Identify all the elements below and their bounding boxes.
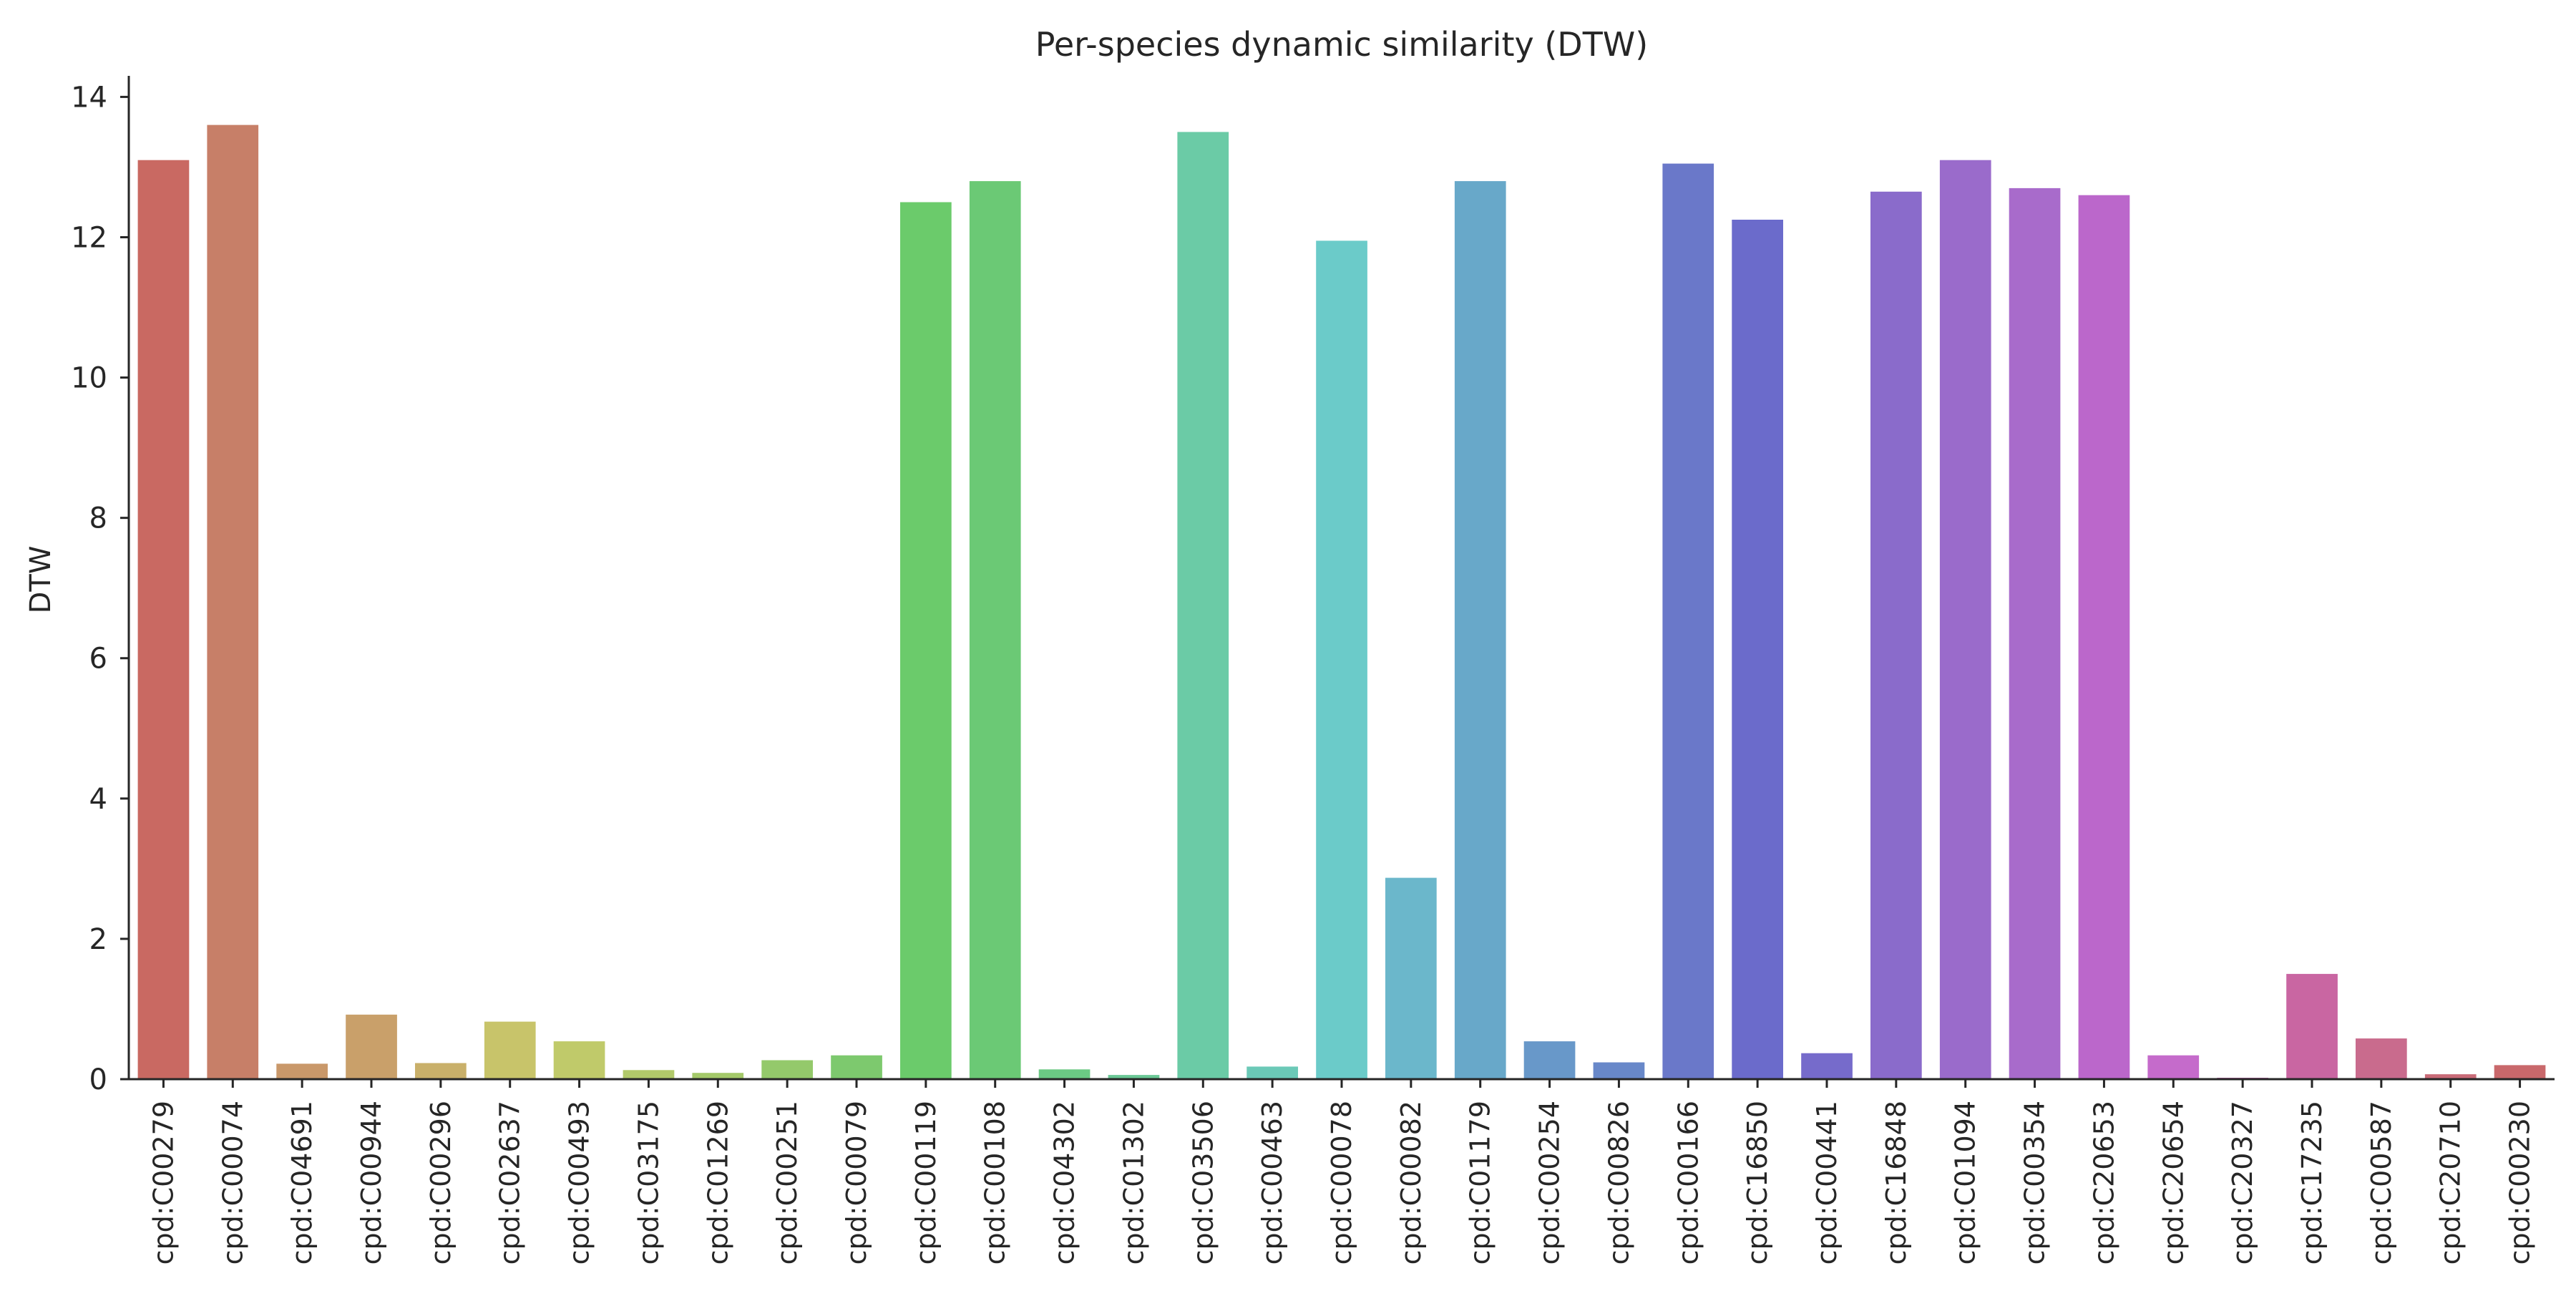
bar-cpd-c03506 <box>1177 132 1229 1079</box>
bar-cpd-c01179 <box>1454 181 1506 1080</box>
bar-cpd-c00166 <box>1662 163 1714 1080</box>
x-tick-label: cpd:C00296 <box>425 1101 457 1265</box>
x-tick-label: cpd:C01094 <box>1950 1101 1981 1265</box>
bar-cpd-c00296 <box>415 1063 467 1079</box>
x-axis: cpd:C00279 cpd:C00074 cpd:C04691 cpd:C00944… <box>147 1079 2536 1265</box>
bar-cpd-c20710 <box>2424 1074 2477 1079</box>
x-tick-label: cpd:C17235 <box>2296 1101 2328 1265</box>
x-tick-label: cpd:C00279 <box>147 1101 179 1265</box>
x-tick-label: cpd:C03175 <box>633 1101 664 1265</box>
bar-cpd-c20653 <box>2078 195 2130 1080</box>
bar-cpd-c00826 <box>1593 1062 1645 1079</box>
y-tick-label: 4 <box>89 783 107 816</box>
bar-cpd-c00463 <box>1246 1066 1298 1079</box>
x-tick-label: cpd:C01269 <box>702 1101 733 1265</box>
bar-cpd-c16850 <box>1732 220 1783 1079</box>
bar-cpd-c04691 <box>276 1063 328 1079</box>
x-tick-label: cpd:C00074 <box>217 1101 248 1265</box>
x-tick-label: cpd:C00587 <box>2366 1101 2397 1265</box>
x-tick-label: cpd:C00078 <box>1326 1101 1357 1265</box>
x-tick-label: cpd:C00463 <box>1257 1101 1288 1265</box>
x-tick-label: cpd:C00251 <box>771 1101 803 1265</box>
bar-cpd-c04302 <box>1038 1069 1091 1079</box>
x-tick-label: cpd:C00826 <box>1603 1101 1634 1265</box>
bar-cpd-c00279 <box>137 160 190 1080</box>
x-tick-label: cpd:C20327 <box>2227 1101 2258 1265</box>
x-tick-label: cpd:C00441 <box>1811 1101 1843 1265</box>
bar-cpd-c01094 <box>1939 160 1991 1080</box>
x-tick-label: cpd:C04691 <box>286 1101 318 1265</box>
bar-cpd-c03175 <box>623 1070 675 1079</box>
x-tick-label: cpd:C00254 <box>1534 1101 1566 1265</box>
x-tick-label: cpd:C00230 <box>2504 1101 2536 1265</box>
x-tick-label: cpd:C00493 <box>564 1101 595 1265</box>
x-tick-label: cpd:C00944 <box>356 1101 387 1265</box>
x-tick-label: cpd:C00079 <box>841 1101 872 1265</box>
y-tick-label: 10 <box>71 362 107 395</box>
bar-cpd-c00493 <box>553 1041 605 1079</box>
x-tick-label: cpd:C00166 <box>1672 1101 1704 1265</box>
bar-cpd-c00254 <box>1523 1041 1576 1079</box>
x-tick-label: cpd:C01179 <box>1465 1101 1496 1265</box>
y-tick-label: 14 <box>71 81 107 114</box>
x-tick-label: cpd:C00119 <box>910 1101 942 1265</box>
bar-cpd-c00587 <box>2356 1038 2407 1079</box>
bar-cpd-c00354 <box>2009 187 2061 1079</box>
y-tick-label: 6 <box>89 643 107 676</box>
bar-cpd-c00119 <box>900 202 952 1079</box>
x-tick-label: cpd:C01302 <box>1118 1101 1149 1265</box>
bars-group <box>137 125 2546 1080</box>
bar-cpd-c00944 <box>346 1014 397 1079</box>
bar-cpd-c17235 <box>2286 973 2338 1079</box>
y-axis-label: DTW <box>24 546 57 614</box>
bar-cpd-c20654 <box>2147 1055 2200 1079</box>
x-tick-label: cpd:C16848 <box>1880 1101 1912 1265</box>
bar-cpd-c00074 <box>207 125 259 1080</box>
y-tick-label: 2 <box>89 923 107 956</box>
x-tick-label: cpd:C20654 <box>2157 1101 2189 1265</box>
y-tick-label: 8 <box>89 502 107 535</box>
x-tick-label: cpd:C20653 <box>2088 1101 2119 1265</box>
x-tick-label: cpd:C03506 <box>1187 1101 1219 1265</box>
bar-cpd-c00251 <box>761 1060 813 1079</box>
y-tick-label: 12 <box>71 221 107 254</box>
chart-title: Per-species dynamic similarity (DTW) <box>1035 25 1648 64</box>
x-tick-label: cpd:C04302 <box>1049 1101 1080 1265</box>
bar-cpd-c01302 <box>1108 1075 1160 1079</box>
x-tick-label: cpd:C00108 <box>980 1101 1011 1265</box>
y-tick-label: 0 <box>89 1063 107 1096</box>
x-tick-label: cpd:C16850 <box>1742 1101 1773 1265</box>
x-tick-label: cpd:C00082 <box>1395 1101 1427 1265</box>
bar-cpd-c01269 <box>692 1073 744 1079</box>
y-axis: 0 2 4 6 8 10 12 14 <box>71 76 130 1096</box>
bar-cpd-c00230 <box>2494 1065 2546 1079</box>
bar-cpd-c00078 <box>1316 240 1367 1079</box>
x-tick-label: cpd:C20710 <box>2435 1101 2467 1265</box>
bar-cpd-c16848 <box>1870 191 1922 1079</box>
bar-cpd-c00082 <box>1385 877 1437 1079</box>
bar-cpd-c00079 <box>831 1055 882 1079</box>
bar-cpd-c00108 <box>969 181 1021 1080</box>
x-tick-label: cpd:C02637 <box>494 1101 526 1265</box>
bar-cpd-c02637 <box>484 1021 536 1079</box>
x-tick-label: cpd:C00354 <box>2019 1101 2051 1265</box>
bar-cpd-c00441 <box>1801 1053 1853 1079</box>
